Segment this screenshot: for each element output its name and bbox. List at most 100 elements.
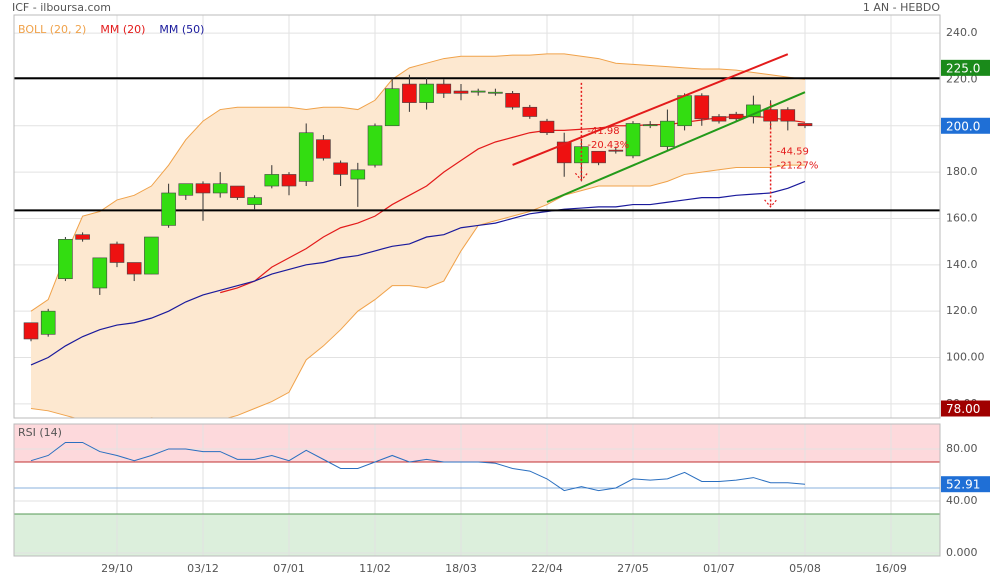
overlay: 29/10 03/12 07/01 11/02 18/03 22/04 27/05 01/07… <box>13 14 990 575</box>
candle-body <box>488 91 503 94</box>
candle-body <box>350 169 366 180</box>
candle-body <box>230 185 245 198</box>
legend-entry: BOLL (20, 2) <box>18 23 86 36</box>
candle-body <box>298 132 314 182</box>
x-tick-label: 22/04 <box>531 562 563 575</box>
legend-entry: MM (20) <box>100 23 145 36</box>
candle-body <box>470 90 486 93</box>
candle-body <box>505 93 520 108</box>
trendline <box>546 91 806 203</box>
y-tick-label: 180.0 <box>946 165 978 178</box>
measure-head <box>574 172 588 182</box>
price-tag <box>941 59 990 76</box>
candle-body <box>711 116 727 122</box>
x-tick-label: 11/02 <box>359 562 391 575</box>
measure-label: -21.27% <box>777 161 819 172</box>
x-tick-label: 16/09 <box>875 562 907 575</box>
y-tick-label: 160.0 <box>946 211 978 224</box>
candle-body <box>126 262 142 275</box>
x-tick-label: 29/10 <box>101 562 133 575</box>
candle-body <box>367 125 383 166</box>
rsi-tick-label: 80.00 <box>946 442 978 455</box>
candle-body <box>780 109 796 122</box>
rsi-title: RSI (14) <box>18 426 62 439</box>
moving-average <box>30 180 806 366</box>
legend-entry: MM (50) <box>159 23 204 36</box>
rsi-border <box>13 423 941 557</box>
measure-head <box>764 199 778 208</box>
candle-body <box>797 123 813 127</box>
main-border <box>13 14 941 419</box>
price-tag-label: 225.0 <box>946 61 980 75</box>
band-fill <box>31 53 805 418</box>
measure-label: -44.59 <box>777 147 809 158</box>
candle-body <box>436 83 452 94</box>
candle-body <box>247 197 262 205</box>
overbought-zone <box>14 424 940 462</box>
candle-body <box>109 243 125 263</box>
x-tick-label: 03/12 <box>187 562 219 575</box>
candle-body <box>625 123 641 157</box>
candle-body <box>522 106 538 117</box>
candle-body <box>75 234 90 240</box>
candle-body <box>642 124 658 127</box>
price-tag-label: 78.00 <box>946 402 980 416</box>
rsi-tick-label: 0.000 <box>946 546 978 559</box>
rsi-tag <box>941 476 990 493</box>
x-tick-label: 07/01 <box>273 562 305 575</box>
rsi-tick-label: 40.00 <box>946 494 978 507</box>
x-tick-label: 01/07 <box>703 562 735 575</box>
candle-body <box>333 162 348 175</box>
candle-body <box>402 83 417 103</box>
x-tick-label: 18/03 <box>445 562 477 575</box>
candle-body <box>453 90 469 94</box>
y-tick-label: 100.00 <box>946 351 985 364</box>
measure-label: -41.98 <box>587 126 619 137</box>
rsi-tag-label: 52.91 <box>946 478 980 492</box>
candle-body <box>161 192 176 226</box>
candle-body <box>608 149 624 152</box>
candle-body <box>92 257 108 289</box>
candle-body <box>419 83 434 103</box>
main-panel: -41.98 -20.43% -44.59 -21.27% <box>14 15 940 418</box>
chart-title: ICF - ilboursa.com <box>12 1 111 14</box>
y-tick-label: 120.0 <box>946 304 978 317</box>
candle-body <box>660 120 675 147</box>
candle-body <box>195 183 211 194</box>
candle-body <box>677 95 692 127</box>
candle-body <box>539 120 555 134</box>
price-tag <box>941 117 990 134</box>
candle-body <box>40 310 56 335</box>
moving-average <box>220 115 806 294</box>
y-tick-label: 140.0 <box>946 258 978 271</box>
x-tick-label: 27/05 <box>617 562 649 575</box>
price-tag-label: 200.0 <box>946 119 980 133</box>
oversold-zone <box>14 513 940 556</box>
trendline <box>512 53 789 166</box>
candle-body <box>694 95 710 120</box>
candle-body <box>728 113 744 120</box>
candle-body <box>574 146 589 164</box>
candle-body <box>212 183 228 194</box>
candle-body <box>281 174 297 187</box>
rsi-line <box>30 441 806 492</box>
candle-body <box>23 322 39 340</box>
candle-body <box>556 141 572 164</box>
candle-body <box>316 139 331 159</box>
band-lower <box>30 164 805 418</box>
candle-body <box>591 150 606 164</box>
candle-body <box>763 109 778 122</box>
x-tick-label: 05/08 <box>789 562 821 575</box>
candle-body <box>144 236 159 275</box>
measure-label: -20.43% <box>587 140 629 151</box>
candle-body <box>264 174 280 187</box>
rsi-panel <box>14 424 940 556</box>
chart-subtitle: 1 AN - HEBDO <box>863 1 940 14</box>
candle-body <box>58 239 73 280</box>
price-tag <box>941 400 990 417</box>
candle-body <box>384 88 400 127</box>
y-tick-label: 240.0 <box>946 26 978 39</box>
candle-body <box>178 183 194 196</box>
band-upper <box>30 53 806 312</box>
